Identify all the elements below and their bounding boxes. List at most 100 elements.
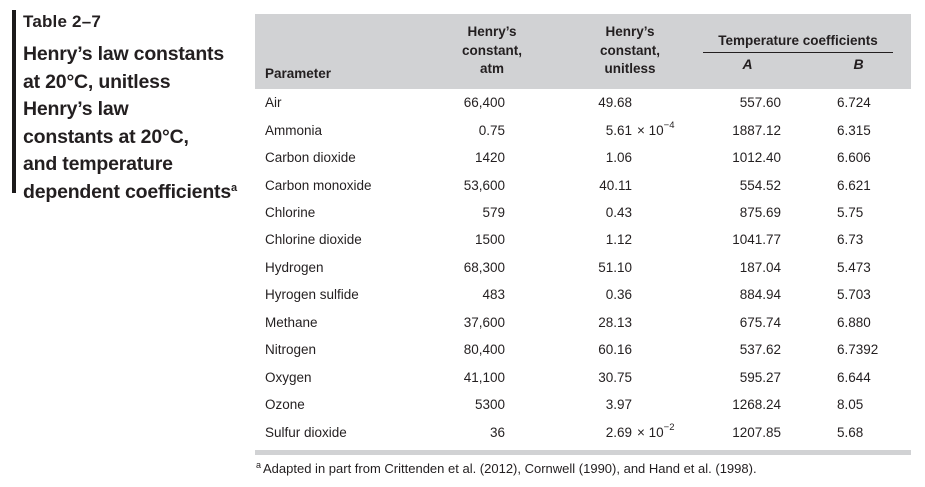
table-caption-line: Henry’s law constants: [23, 42, 248, 70]
cell-henrys-constant-atm: 1420: [474, 150, 505, 166]
cell-coefficient-a: 675.74: [739, 314, 781, 330]
cell-parameter: Nitrogen: [265, 342, 317, 358]
unitless-mantissa: 40.11: [599, 177, 632, 193]
cell-coefficient-b: 5.473: [837, 259, 871, 275]
column-parameter: Air Ammonia Carbon dioxide Carbon monoxi…: [265, 89, 425, 446]
cell-parameter: Carbon monoxide: [265, 177, 372, 193]
cell-coefficient-b: 6.7392: [837, 342, 879, 358]
unitless-mantissa: 28.13: [598, 314, 632, 330]
cell-henrys-constant-unitless: 60.16: [505, 336, 705, 363]
ab-subheader-row: A B: [703, 56, 893, 76]
cell-henrys-constant-unitless: 30.75: [505, 364, 705, 391]
cell-parameter: Sulfur dioxide: [265, 424, 347, 440]
column-coefficient-b: 6.724 6.315 6.606 6.621 5.75 6.73 5.473 …: [837, 89, 911, 446]
cell-coefficient-b: 6.644: [837, 369, 871, 385]
column-header-henrys-constant-unitless: Henry’s constant, unitless: [599, 24, 660, 76]
cell-henrys-constant-unitless: 49.68: [505, 89, 705, 116]
cell-henrys-constant-atm: 66,400: [463, 95, 505, 111]
column-henrys-constant-unitless: 49.68 5.61 × 10 −4 1.06 40.11 0.43 1.12 51…: [505, 89, 705, 446]
cell-parameter: Chlorine: [265, 205, 316, 221]
cell-parameter: Hydrogen: [265, 259, 324, 275]
column-henrys-constant-atm: 66,400 0.75 1420 53,600 579 1500 68,300 …: [400, 89, 505, 446]
cell-henrys-constant-unitless: 1.12: [505, 226, 705, 253]
cell-henrys-constant-atm: 41,100: [463, 369, 505, 385]
caption-line-text: and temperature: [23, 153, 173, 175]
cell-henrys-constant-atm: 483: [482, 287, 505, 303]
cell-henrys-constant-atm: 1500: [474, 232, 505, 248]
cell-coefficient-a: 1268.24: [732, 397, 781, 413]
cell-coefficient-b: 6.724: [837, 95, 871, 111]
cell-coefficient-a: 595.27: [739, 369, 781, 385]
cell-henrys-constant-atm: 53,600: [463, 177, 505, 193]
unitless-mantissa: 1.06: [605, 150, 632, 166]
unitless-exponent-power: −4: [663, 120, 675, 132]
unitless-mantissa: 30.75: [598, 369, 632, 385]
footnote-text: Adapted in part from Crittenden et al. (…: [263, 461, 757, 476]
table-caption: Henry’s law constants at 20°C, unitless …: [23, 42, 248, 207]
column-group-temperature-coefficients: Temperature coefficients A B: [703, 33, 893, 76]
unitless-mantissa: 60.16: [598, 342, 632, 358]
cell-henrys-constant-unitless: 1.06: [505, 144, 705, 171]
cell-henrys-constant-unitless: 51.10: [505, 254, 705, 281]
cell-coefficient-b: 5.68: [837, 424, 864, 440]
cell-henrys-constant-atm: 36: [489, 424, 505, 440]
cell-coefficient-b: 8.05: [837, 397, 864, 413]
cell-parameter: Ozone: [265, 397, 305, 413]
cell-henrys-constant-atm: 68,300: [463, 259, 505, 275]
caption-footnote-marker: a: [230, 181, 237, 194]
cell-parameter: Chlorine dioxide: [265, 232, 362, 248]
cell-henrys-constant-atm: 5300: [474, 397, 505, 413]
cell-coefficient-a: 1207.85: [732, 424, 781, 440]
temperature-coefficients-label: Temperature coefficients: [718, 33, 878, 48]
cell-henrys-constant-unitless: 5.61 × 10 −4: [505, 116, 705, 143]
caption-line-text: dependent coefficients: [23, 180, 231, 203]
caption-line-text: at 20°C, unitless: [23, 70, 171, 93]
cell-coefficient-a: 1887.12: [732, 122, 781, 138]
cell-henrys-constant-atm: 0.75: [478, 122, 505, 138]
cell-henrys-constant-unitless: 0.43: [505, 199, 705, 226]
unitless-exponent-power: −2: [663, 422, 675, 434]
cell-henrys-constant-atm: 37,600: [463, 314, 505, 330]
unitless-exponent-base: × 10: [637, 424, 664, 440]
cell-coefficient-a: 875.69: [739, 205, 781, 221]
cell-parameter: Methane: [265, 314, 318, 330]
temperature-coefficients-underline: [703, 52, 893, 53]
column-coefficient-a: 557.60 1887.12 1012.40 554.52 875.69 104…: [681, 89, 781, 446]
cell-coefficient-a: 557.60: [739, 95, 781, 111]
henrys-law-table: Parameter Henry’s constant, atm Henry’s …: [255, 14, 911, 456]
cell-coefficient-a: 187.04: [739, 259, 781, 275]
cell-coefficient-b: 6.621: [837, 177, 871, 193]
column-header-coefficient-b: B: [853, 56, 864, 72]
cell-henrys-constant-unitless: 0.36: [505, 281, 705, 308]
cell-parameter: Hyrogen sulfide: [265, 287, 359, 303]
cell-parameter: Oxygen: [265, 369, 312, 385]
footnote: a Adapted in part from Crittenden et al. …: [256, 460, 757, 476]
unitless-mantissa: 0.43: [605, 205, 632, 221]
cell-coefficient-a: 1012.40: [732, 150, 781, 166]
cell-coefficient-b: 6.73: [837, 232, 864, 248]
footnote-marker: a: [256, 460, 262, 470]
column-header-henrys-constant-atm: Henry’s constant, atm: [461, 24, 522, 76]
cell-coefficient-b: 6.315: [837, 122, 871, 138]
cell-henrys-constant-unitless: 2.69 × 10 −2: [505, 418, 705, 445]
unitless-mantissa: 5.61: [605, 122, 632, 138]
caption-accent-bar: [12, 10, 16, 193]
cell-coefficient-a: 554.52: [739, 177, 781, 193]
cell-henrys-constant-unitless: 40.11: [505, 171, 705, 198]
unitless-mantissa: 0.36: [605, 287, 632, 303]
cell-henrys-constant-unitless: 3.97: [505, 391, 705, 418]
table-header-band: Parameter Henry’s constant, atm Henry’s …: [255, 14, 911, 89]
unitless-mantissa: 51.10: [598, 259, 632, 275]
cell-henrys-constant-atm: 579: [482, 205, 505, 221]
caption-line-text: Henry’s law constants: [23, 43, 224, 65]
unitless-exponent-base: × 10: [637, 122, 664, 138]
column-header-coefficient-a: A: [742, 56, 753, 72]
table-caption-line: and temperature: [23, 152, 248, 180]
table-caption-line: constants at 20°C,: [23, 125, 248, 153]
cell-parameter: Ammonia: [265, 122, 323, 138]
unitless-mantissa: 3.97: [605, 397, 632, 413]
cell-coefficient-b: 5.703: [837, 287, 871, 303]
cell-parameter: Air: [265, 95, 282, 111]
table-caption-line: at 20°C, unitless: [23, 70, 248, 98]
